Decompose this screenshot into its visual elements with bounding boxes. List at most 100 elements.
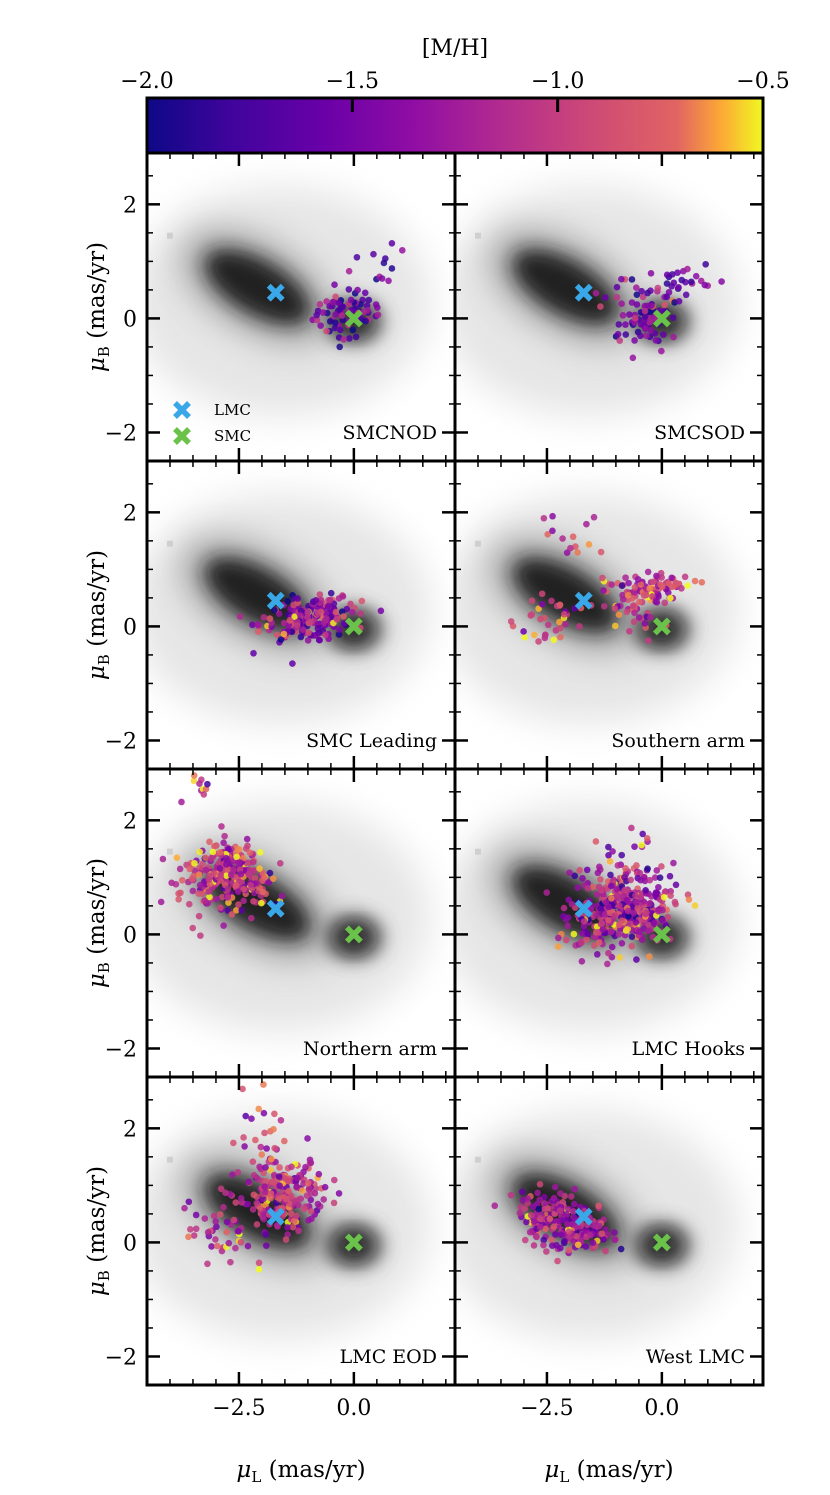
data-point (157, 898, 165, 906)
data-point (185, 900, 193, 908)
data-point (312, 597, 320, 604)
data-point (560, 904, 568, 912)
data-point (618, 275, 625, 283)
data-point (270, 875, 277, 883)
data-point (595, 939, 603, 946)
data-point (323, 298, 330, 305)
data-point (244, 1200, 252, 1208)
data-point (663, 280, 671, 287)
data-point (543, 889, 551, 896)
data-point (649, 593, 656, 600)
colorbar-tick-label: −2.0 (120, 69, 173, 94)
data-point (346, 335, 353, 342)
data-point (567, 1193, 575, 1200)
data-point (234, 888, 242, 896)
data-point (538, 590, 546, 598)
data-point (250, 1172, 258, 1179)
data-point (664, 913, 672, 921)
data-point (248, 1115, 255, 1123)
panel-label: SMCNOD (343, 422, 437, 444)
data-point (593, 911, 600, 919)
smc-marker (344, 309, 363, 328)
data-point (544, 530, 552, 538)
data-point (644, 865, 651, 872)
data-point (646, 876, 654, 884)
data-point (338, 312, 346, 319)
data-point (646, 319, 653, 326)
data-point (284, 597, 292, 605)
data-point (605, 949, 612, 957)
x-axis-label: μL (mas/yr) (236, 1457, 365, 1486)
data-point (212, 1218, 220, 1225)
data-point (530, 1242, 538, 1249)
y-tick-label: 0 (123, 307, 137, 332)
data-point (275, 1173, 283, 1180)
data-point (532, 1232, 540, 1240)
data-point (225, 845, 232, 853)
data-point (562, 936, 570, 944)
data-point (653, 867, 661, 874)
data-point (648, 302, 655, 309)
data-point (265, 879, 273, 886)
data-point (230, 1216, 238, 1224)
data-point (336, 343, 343, 351)
data-point (294, 595, 301, 602)
data-point (246, 849, 254, 856)
data-point (598, 920, 606, 927)
data-point (663, 271, 671, 279)
data-point (611, 605, 619, 612)
legend-item: LMC (173, 401, 251, 419)
data-point (616, 954, 623, 961)
data-point (647, 614, 654, 621)
data-point (232, 1199, 240, 1206)
data-point (289, 660, 296, 667)
data-point (615, 321, 623, 328)
data-point (614, 892, 621, 900)
data-point (574, 549, 581, 556)
smc-marker (344, 617, 363, 636)
data-point (315, 1170, 323, 1178)
data-point (204, 1229, 212, 1236)
data-point (613, 283, 621, 291)
y-tick-label: 0 (123, 615, 137, 640)
data-point (570, 1208, 577, 1215)
data-point (618, 300, 625, 308)
data-point (257, 1143, 265, 1151)
data-point (519, 1196, 527, 1204)
legend: LMC SMC (173, 401, 251, 445)
data-point (634, 576, 642, 583)
data-point (235, 1228, 243, 1235)
data-point (181, 1204, 188, 1212)
data-point (250, 1191, 258, 1199)
data-point (660, 894, 668, 901)
data-point (235, 901, 242, 908)
data-point (684, 582, 691, 589)
data-point (556, 624, 564, 632)
data-point (222, 854, 230, 862)
data-point (202, 866, 210, 874)
data-point (556, 1207, 564, 1214)
data-point (639, 830, 646, 838)
data-point (254, 621, 262, 628)
panel-label: LMC EOD (340, 1346, 437, 1368)
data-point (175, 895, 182, 903)
data-point (571, 872, 579, 880)
data-point (380, 259, 388, 267)
data-point (597, 303, 604, 310)
data-point (549, 527, 556, 535)
scatter-points (491, 1180, 625, 1265)
data-point (317, 322, 324, 329)
data-point (568, 901, 576, 908)
panel: −2.5 0.0 West LMC (453, 1075, 765, 1421)
data-point (251, 867, 258, 874)
data-point (274, 1223, 281, 1230)
data-point (692, 272, 700, 280)
data-point (190, 1232, 198, 1239)
data-point (623, 608, 631, 616)
data-point (313, 311, 321, 319)
data-point (633, 301, 641, 308)
data-point (527, 612, 535, 619)
data-point (632, 919, 640, 926)
colorbar-ticks: −2.0 −1.5 −1.0 −0.5 (120, 69, 790, 112)
smc-marker (652, 925, 671, 944)
